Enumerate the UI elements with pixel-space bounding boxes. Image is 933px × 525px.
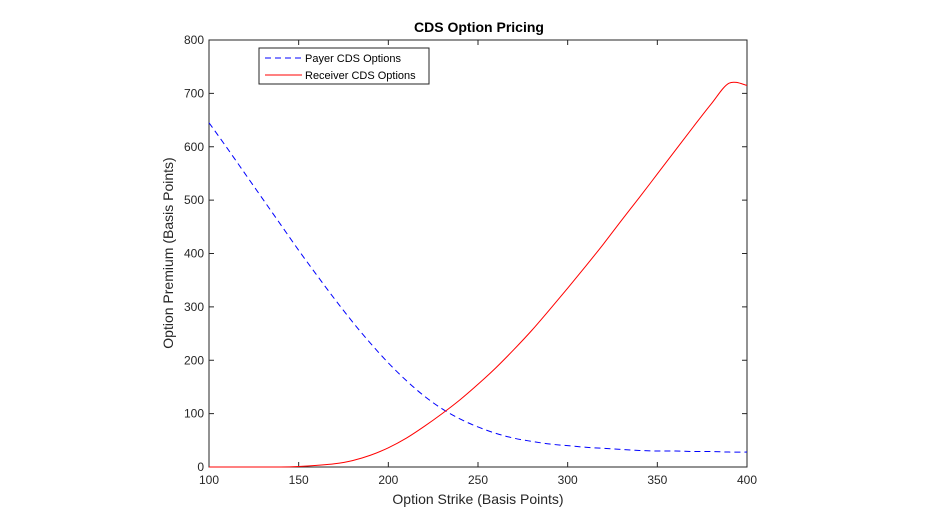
x-tick-label: 150 (289, 473, 309, 487)
y-tick-label: 0 (197, 460, 204, 474)
legend: Payer CDS Options Receiver CDS Options (258, 47, 430, 85)
series-line-receiver (208, 81, 748, 468)
y-tick-label: 200 (184, 353, 204, 367)
x-tick-label: 100 (199, 473, 219, 487)
axis-ticks (208, 39, 748, 468)
y-tick-label: 800 (184, 33, 204, 47)
x-tick-label: 250 (468, 473, 488, 487)
series-line-payer (208, 122, 748, 453)
y-tick-label: 300 (184, 300, 204, 314)
y-tick-label: 600 (184, 140, 204, 154)
x-tick-label: 400 (737, 473, 757, 487)
y-tick-label: 500 (184, 193, 204, 207)
x-tick-label: 350 (647, 473, 667, 487)
x-tick-label: 300 (558, 473, 578, 487)
x-axis-label: Option Strike (Basis Points) (392, 491, 563, 507)
legend-label-receiver: Receiver CDS Options (305, 70, 416, 82)
y-axis-label: Option Premium (Basis Points) (160, 157, 176, 348)
y-tick-label: 700 (184, 86, 204, 100)
legend-box (258, 47, 430, 85)
y-tick-label: 100 (184, 407, 204, 421)
chart-title: CDS Option Pricing (414, 19, 544, 35)
legend-label-payer: Payer CDS Options (305, 53, 401, 65)
axis-tick-labels: 100 150 200 250 300 350 4000100200300400500600… (184, 33, 757, 487)
x-tick-label: 200 (378, 473, 398, 487)
plot-area (208, 39, 748, 468)
series-lines (208, 81, 748, 468)
y-tick-label: 400 (184, 247, 204, 261)
